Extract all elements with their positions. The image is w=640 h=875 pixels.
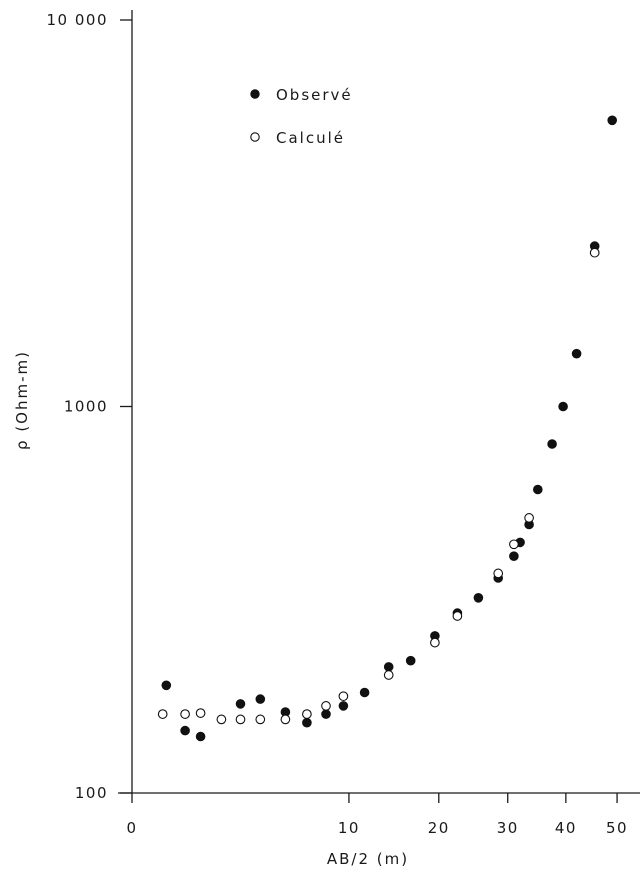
observed-point [321,709,331,719]
observed-point [533,484,543,495]
x-axis-title: AB/2 (m) [327,850,409,868]
calculated-point [280,714,291,725]
calculated-point [493,568,504,579]
observed-point [235,699,246,709]
calculated-point [383,670,394,680]
y-tick-label: 1000 [64,398,108,416]
x-tick-label: 30 [497,819,519,837]
calculated-point [255,714,266,725]
x-tick-label: 50 [606,819,628,837]
observed-point [161,680,172,691]
observed-point [405,655,416,666]
plot-area [118,10,640,794]
observed-point [509,551,519,562]
series-calcule [157,247,600,725]
observed-point [607,115,618,126]
observed-point [255,694,266,704]
observed-point [359,687,370,698]
calculated-point [235,714,246,725]
observed-point [547,439,557,449]
legend-marker-calcule [250,132,260,142]
calculated-point [452,611,463,621]
observed-point [473,593,484,603]
calculated-point [338,691,349,702]
calculated-point [524,513,534,523]
calculated-point [302,709,312,719]
x-tick-label: 20 [428,819,450,837]
observed-point [302,717,312,728]
x-tick-label: 10 [338,819,360,837]
legend-label-calcule: Calculé [276,129,345,147]
x-tick-label: 0 [126,819,137,837]
observed-point [180,725,190,736]
calculated-point [321,701,331,711]
legend-label-observe: Observé [276,86,353,104]
observed-point [195,731,206,742]
x-axis-ticks: 0 10 20 30 40 50 [126,793,628,837]
series-observe [161,115,618,742]
calculated-point [195,708,206,718]
y-axis-ticks: 100 1000 10 000 [47,11,132,802]
x-tick-label: 40 [555,819,577,837]
legend-marker-observe [250,89,260,99]
y-axis-title: ρ (Ohm-m) [13,350,31,450]
calculated-point [430,637,440,648]
calculated-point [589,247,600,258]
y-tick-label: 10 000 [47,11,109,29]
observed-point [558,401,568,412]
legend: Observé Calculé [250,86,353,147]
y-tick-label: 100 [75,784,108,802]
calculated-point [509,539,519,550]
calculated-point [157,709,168,719]
calculated-point [216,714,227,725]
calculated-point [180,709,190,719]
observed-point [571,348,582,359]
observed-point [383,662,394,672]
observed-point [338,701,349,711]
